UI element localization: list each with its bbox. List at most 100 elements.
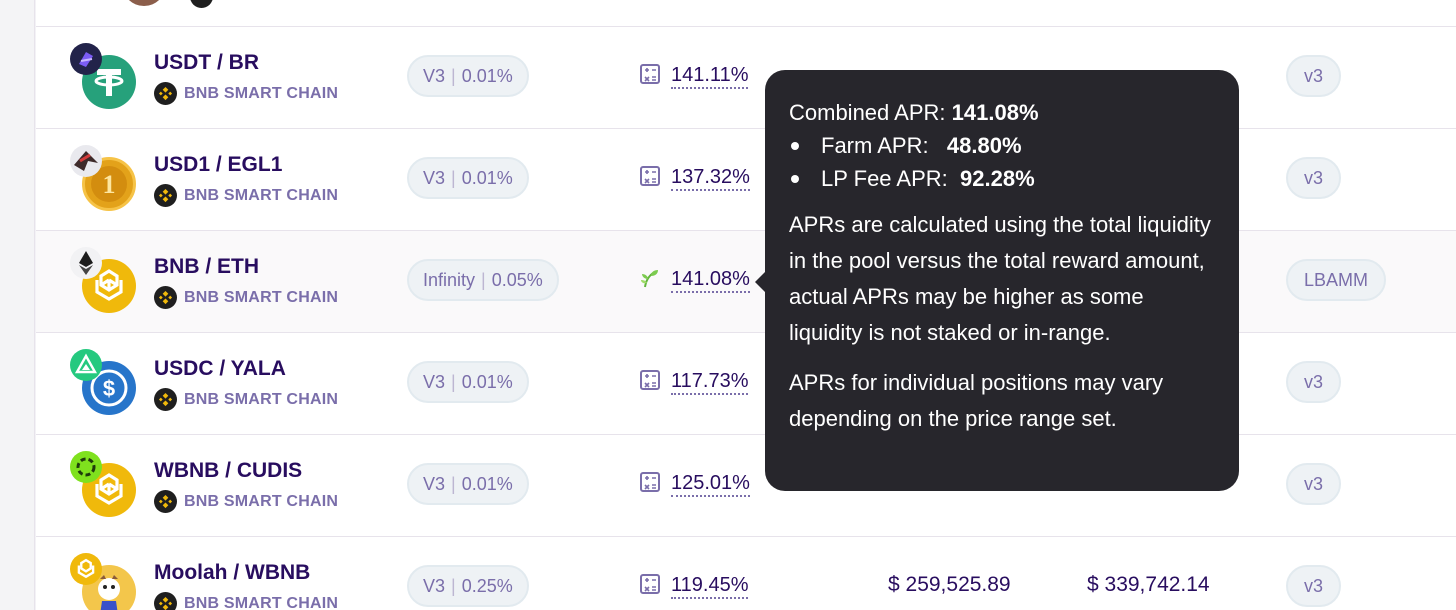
calculator-icon[interactable] bbox=[639, 63, 661, 90]
bnb-chain-icon bbox=[154, 184, 177, 207]
fee-separator: | bbox=[451, 167, 456, 188]
fee-value: 0.05% bbox=[491, 269, 543, 290]
usdc-token-icon: $ bbox=[82, 361, 136, 415]
bnb-chain-icon bbox=[154, 490, 177, 513]
previous-row-chain-icon bbox=[190, 0, 213, 8]
fee-tier-pill: V3 | 0.01% bbox=[407, 463, 529, 505]
pair-name[interactable]: Moolah / WBNB bbox=[154, 561, 311, 584]
pair-name[interactable]: USDC / YALA bbox=[154, 357, 286, 380]
apr-value[interactable]: 137.32% bbox=[671, 166, 750, 191]
fee-tier-pill: V3 | 0.01% bbox=[407, 157, 529, 199]
bullet-icon bbox=[791, 174, 799, 183]
bullet-icon bbox=[791, 141, 799, 150]
fee-separator: | bbox=[451, 473, 456, 494]
calculator-icon[interactable] bbox=[639, 471, 661, 498]
bnb-token-icon bbox=[70, 553, 102, 585]
apr-cell[interactable]: 119.45% bbox=[639, 573, 749, 600]
apr-explanation: APRs are calculated using the total liqu… bbox=[789, 212, 1211, 345]
bnb-chain-icon bbox=[154, 286, 177, 309]
farm-apr-value: 48.80% bbox=[946, 133, 1022, 158]
token-pair-icons: $ bbox=[70, 349, 138, 417]
bnb-chain-icon bbox=[154, 592, 177, 610]
table-row[interactable]: Moolah / WBNB BNB SMART CHAIN V3 | 0.25% 1… bbox=[36, 536, 1456, 610]
apr-cell[interactable]: 141.08% bbox=[639, 267, 750, 294]
apr-cell[interactable]: 117.73% bbox=[639, 369, 749, 396]
token-pair-icons: 1 bbox=[70, 145, 138, 213]
pair-name[interactable]: USDT / BR bbox=[154, 51, 259, 74]
fee-tier-pill: V3 | 0.25% bbox=[407, 565, 529, 607]
protocol-pill: v3 bbox=[1286, 55, 1342, 97]
combined-apr-label: Combined APR: bbox=[789, 100, 946, 125]
fee-separator: | bbox=[451, 65, 456, 86]
calculator-icon[interactable] bbox=[639, 165, 661, 192]
volume-value: $ 339,742.14 bbox=[1087, 573, 1210, 596]
lp-fee-apr-value: 92.28% bbox=[960, 166, 1035, 191]
apr-cell[interactable]: 141.11% bbox=[639, 63, 749, 90]
apr-cell[interactable]: 137.32% bbox=[639, 165, 750, 192]
token-pair-icons bbox=[70, 451, 138, 519]
yala-token-icon bbox=[70, 349, 102, 381]
fee-protocol: V3 bbox=[423, 473, 446, 494]
fee-protocol: V3 bbox=[423, 65, 446, 86]
protocol-pill: v3 bbox=[1286, 157, 1342, 199]
apr-value[interactable]: 141.08% bbox=[671, 268, 750, 293]
bnb-chain-icon bbox=[154, 82, 177, 105]
chain-label: BNB SMART CHAIN bbox=[184, 84, 339, 102]
chain-label: BNB SMART CHAIN bbox=[184, 186, 339, 204]
svg-text:$: $ bbox=[103, 376, 115, 401]
pair-name[interactable]: BNB / ETH bbox=[154, 255, 259, 278]
table-row[interactable]: BNB / ETH BNB SMART CHAIN Infinity | 0.05%… bbox=[36, 230, 1456, 332]
lp-fee-apr-label: LP Fee APR: bbox=[821, 166, 948, 191]
farm-sprout-icon[interactable] bbox=[639, 267, 661, 294]
apr-value[interactable]: 119.45% bbox=[671, 574, 749, 599]
fee-value: 0.01% bbox=[461, 167, 513, 188]
fee-protocol: Infinity bbox=[423, 269, 476, 290]
protocol-pill: v3 bbox=[1286, 361, 1342, 403]
chain-info: BNB SMART CHAIN bbox=[154, 286, 338, 309]
table-row[interactable]: $ USDC / YALA BNB SMART CHAIN V3 | 0.01% 1… bbox=[36, 332, 1456, 434]
bnb-chain-icon bbox=[154, 388, 177, 411]
fee-tier-pill: V3 | 0.01% bbox=[407, 55, 529, 97]
chain-info: BNB SMART CHAIN bbox=[154, 184, 338, 207]
apr-value[interactable]: 141.11% bbox=[671, 64, 749, 89]
token-pair-icons bbox=[70, 553, 138, 610]
tooltip-arrow bbox=[755, 271, 766, 293]
pair-name[interactable]: WBNB / CUDIS bbox=[154, 459, 303, 482]
chain-label: BNB SMART CHAIN bbox=[184, 594, 339, 610]
table-row[interactable]: USDT / BR BNB SMART CHAIN V3 | 0.01% 141.1… bbox=[36, 26, 1456, 128]
protocol-pill: v3 bbox=[1286, 565, 1342, 607]
eth-token-icon bbox=[70, 247, 102, 279]
previous-row-token-icon bbox=[122, 0, 166, 6]
apr-tooltip: Combined APR: 141.08% Farm APR: 48.80% L… bbox=[755, 70, 1239, 491]
fee-value: 0.25% bbox=[461, 575, 513, 596]
table-row[interactable]: WBNB / CUDIS BNB SMART CHAIN V3 | 0.01% 12… bbox=[36, 434, 1456, 536]
combined-apr-value: 141.08% bbox=[951, 100, 1039, 125]
fee-value: 0.01% bbox=[461, 371, 513, 392]
calculator-icon[interactable] bbox=[639, 369, 661, 396]
apr-cell[interactable]: 125.01% bbox=[639, 471, 750, 498]
calculator-icon[interactable] bbox=[639, 573, 661, 600]
fee-tier-pill: V3 | 0.01% bbox=[407, 361, 529, 403]
fee-value: 0.01% bbox=[461, 65, 513, 86]
pair-name[interactable]: USD1 / EGL1 bbox=[154, 153, 283, 176]
svg-text:1: 1 bbox=[103, 170, 116, 199]
apr-value[interactable]: 125.01% bbox=[671, 472, 750, 497]
fee-protocol: V3 bbox=[423, 371, 446, 392]
chain-info: BNB SMART CHAIN bbox=[154, 82, 338, 105]
fee-value: 0.01% bbox=[461, 473, 513, 494]
protocol-pill: LBAMM bbox=[1286, 259, 1387, 301]
apr-positions-note: APRs for individual positions may vary d… bbox=[789, 370, 1164, 431]
lp-fee-apr-item: LP Fee APR: 92.28% bbox=[789, 162, 1215, 195]
token-pair-icons bbox=[70, 43, 138, 111]
farm-apr-label: Farm APR: bbox=[821, 133, 929, 158]
apr-breakdown-list: Farm APR: 48.80% LP Fee APR: 92.28% bbox=[789, 129, 1215, 195]
chain-label: BNB SMART CHAIN bbox=[184, 288, 339, 306]
fee-separator: | bbox=[451, 371, 456, 392]
protocol-pill: v3 bbox=[1286, 463, 1342, 505]
farm-apr-item: Farm APR: 48.80% bbox=[789, 129, 1215, 162]
fee-tier-pill: Infinity | 0.05% bbox=[407, 259, 559, 301]
egl1-token-icon bbox=[70, 145, 102, 177]
table-row[interactable]: 1 USD1 / EGL1 BNB SMART CHAIN V3 | 0.01% 1… bbox=[36, 128, 1456, 230]
apr-value[interactable]: 117.73% bbox=[671, 370, 749, 395]
left-gutter bbox=[0, 0, 35, 610]
